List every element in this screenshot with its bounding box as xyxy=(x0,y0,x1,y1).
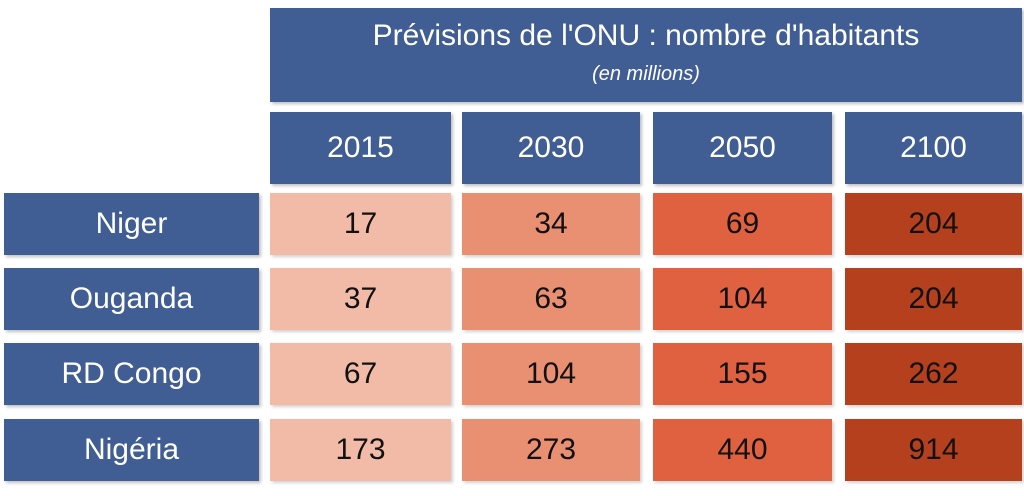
value-cell-nigeria-2030: 273 xyxy=(462,419,640,481)
value-cell-ouganda-2100: 204 xyxy=(845,268,1022,330)
chart-subtitle: (en millions) xyxy=(592,63,700,85)
value-cell-niger-2050: 69 xyxy=(653,193,832,255)
row-label-rd-congo: RD Congo xyxy=(4,343,259,405)
value-cell-nigeria-2100: 914 xyxy=(845,419,1022,481)
value-cell-ouganda-2030: 63 xyxy=(462,268,640,330)
column-header-2030: 2030 xyxy=(462,112,640,184)
value-cell-ouganda-2015: 37 xyxy=(270,268,451,330)
row-label-ouganda: Ouganda xyxy=(4,268,259,330)
column-header-2050: 2050 xyxy=(653,112,832,184)
value-cell-niger-2030: 34 xyxy=(462,193,640,255)
value-cell-ouganda-2050: 104 xyxy=(653,268,832,330)
value-cell-niger-2100: 204 xyxy=(845,193,1022,255)
table-title-header: Prévisions de l'ONU : nombre d'habitants… xyxy=(270,8,1022,102)
value-cell-rd-congo-2030: 104 xyxy=(462,343,640,405)
value-cell-rd-congo-2100: 262 xyxy=(845,343,1022,405)
value-cell-nigeria-2015: 173 xyxy=(270,419,451,481)
value-cell-rd-congo-2050: 155 xyxy=(653,343,832,405)
value-cell-niger-2015: 17 xyxy=(270,193,451,255)
row-label-nigeria: Nigéria xyxy=(4,419,259,481)
row-label-niger: Niger xyxy=(4,193,259,255)
column-header-2015: 2015 xyxy=(270,112,451,184)
value-cell-nigeria-2050: 440 xyxy=(653,419,832,481)
chart-title: Prévisions de l'ONU : nombre d'habitants xyxy=(372,19,920,52)
column-header-2100: 2100 xyxy=(845,112,1022,184)
value-cell-rd-congo-2015: 67 xyxy=(270,343,451,405)
